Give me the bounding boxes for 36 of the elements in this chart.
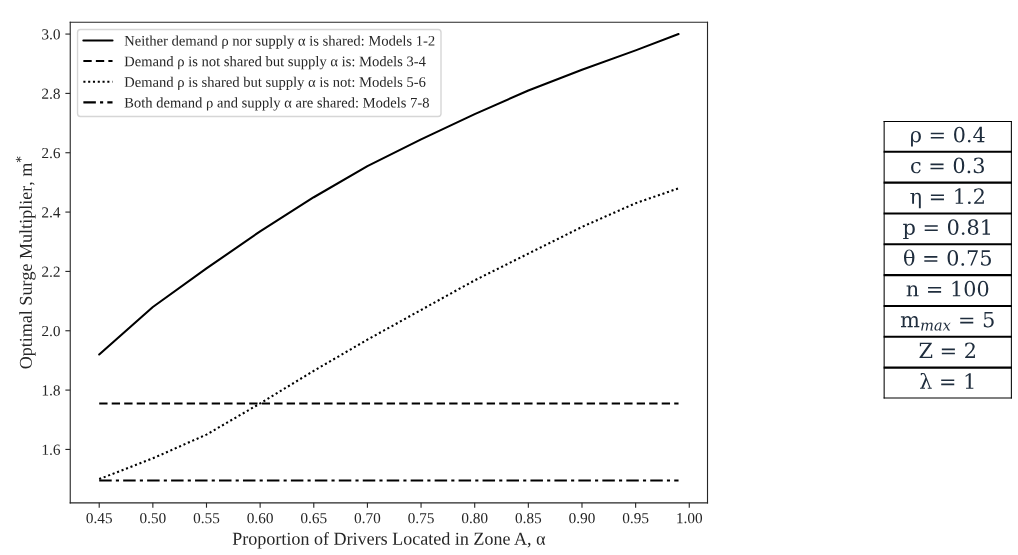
x-tick-label: 0.75: [408, 512, 434, 524]
x-tick-label: 0.80: [461, 512, 488, 524]
legend-label: Both demand ρ and supply α are shared: Models 7-8: [124, 97, 429, 111]
x-tick-label: 0.50: [140, 512, 166, 524]
legend-label: Neither demand ρ nor supply α is shared: Models 1-2: [124, 35, 435, 49]
x-tick-label: 0.65: [300, 512, 327, 524]
x-tick-label: 0.95: [622, 512, 649, 524]
legend-label: Demand ρ is not shared but supply α is: Models 3-4: [124, 56, 426, 70]
y-tick-label: 2.0: [42, 325, 60, 337]
text: n = 100: [906, 280, 989, 297]
x-axis-title: Proportion of Drivers Located in Zone A, α: [232, 531, 546, 549]
y-tick-label: 2.2: [42, 266, 60, 277]
text: m$_{max}$ = 5: [900, 311, 994, 331]
text: ρ = 0.4: [911, 126, 985, 147]
text: θ = 0.75: [903, 249, 991, 266]
text: c = 0.3: [911, 157, 984, 174]
x-tick-label: 0.85: [515, 512, 542, 524]
x-tick-label: 0.90: [569, 512, 595, 524]
y-tick-label: 2.8: [42, 88, 60, 99]
x-tick-label: 0.45: [86, 512, 112, 524]
text: p = 0.81: [903, 219, 991, 239]
y-tick-label: 3.0: [42, 29, 60, 40]
y-tick-label: 2.6: [42, 147, 61, 159]
x-tick-label: 0.55: [193, 512, 220, 524]
line-series: [98, 33, 680, 356]
y-tick-label: 1.6: [42, 444, 61, 455]
y-axis-title: Optimal Surge Multiplier, m$^{*}$: [15, 156, 36, 369]
y-tick-label: 2.4: [42, 207, 61, 218]
legend-label: Demand ρ is shared but supply α is not: Models 5-6: [124, 76, 426, 90]
text: η = 1.2: [910, 188, 984, 209]
x-tick-label: 0.60: [247, 512, 273, 524]
text: Z = 2: [919, 342, 975, 358]
y-tick-label: 1.8: [42, 385, 60, 396]
x-tick-label: 0.70: [354, 512, 381, 524]
text: λ = 1: [920, 372, 974, 389]
x-tick-label: 1.00: [677, 512, 703, 524]
